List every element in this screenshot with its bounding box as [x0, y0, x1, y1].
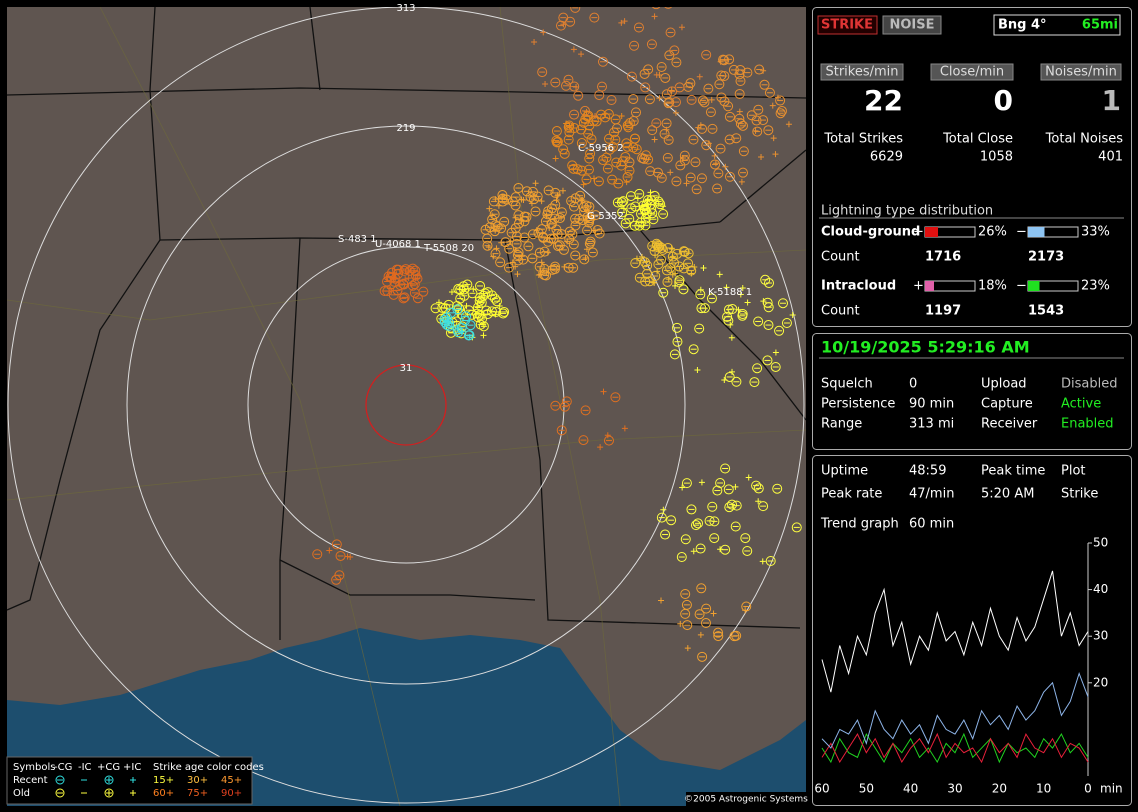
total-value: 6629 — [870, 150, 903, 165]
sign: + — [913, 279, 924, 294]
field-label: Squelch — [821, 377, 873, 392]
cell-label: T-5508 20 — [423, 243, 474, 254]
legend-text: +CG — [97, 762, 120, 773]
map: 313 219 31 C-5956 2 G-5352 S-483 1 U-406… — [7, 0, 808, 806]
total-label: Total Noises — [1045, 132, 1124, 147]
legend-age: 90+ — [221, 788, 242, 799]
count: 2173 — [1028, 250, 1064, 265]
percent: 26% — [978, 225, 1007, 240]
sign: − — [1016, 279, 1027, 294]
rate-value: 1 — [1102, 84, 1121, 117]
total-value: 1058 — [980, 150, 1013, 165]
field-value: Disabled — [1061, 377, 1117, 392]
count: 1543 — [1028, 304, 1064, 319]
strike-button-label[interactable]: STRIKE — [821, 18, 873, 33]
rate-label: Strikes/min — [825, 65, 898, 80]
ring-label: 219 — [396, 123, 415, 134]
bearing: Bng 4° — [998, 18, 1047, 33]
x-tick-label: 10 — [1036, 782, 1051, 796]
x-tick-label: 30 — [947, 782, 962, 796]
count: 1197 — [925, 304, 961, 319]
rate-label: Noises/min — [1045, 65, 1117, 80]
bar-fill — [925, 281, 934, 291]
field-value: 90 min — [909, 397, 954, 412]
legend-text: Recent — [13, 775, 48, 786]
datetime: 10/19/2025 5:29:16 AM — [821, 338, 1030, 357]
rate-label: Close/min — [940, 65, 1004, 80]
cell-label: U-4068 1 — [375, 239, 421, 250]
bar-fill — [1028, 227, 1045, 237]
total-label: Total Close — [942, 132, 1013, 147]
percent: 23% — [1081, 279, 1110, 294]
distribution-title: Lightning type distribution — [821, 204, 993, 219]
ring-label: 31 — [400, 363, 413, 374]
distance: 65mi — [1082, 18, 1118, 33]
sign: − — [1016, 225, 1027, 240]
bar-fill — [1028, 281, 1040, 291]
field-label: Peak time — [981, 464, 1045, 479]
count-label: Count — [821, 250, 860, 265]
total-value: 401 — [1098, 150, 1123, 165]
legend-age: 15+ — [153, 775, 174, 786]
field-value: Active — [1061, 397, 1101, 412]
field-value[interactable]: Strike — [1061, 487, 1098, 502]
count-label: Count — [821, 304, 860, 319]
field-value: 5:20 AM — [981, 487, 1034, 502]
x-unit: min — [1100, 782, 1123, 796]
percent: 18% — [978, 279, 1007, 294]
field-label: Upload — [981, 377, 1027, 392]
field-value: 47/min — [909, 487, 954, 502]
field-value: 60 min — [909, 517, 954, 532]
rate-value: 0 — [994, 84, 1013, 117]
noise-button-label[interactable]: NOISE — [889, 18, 934, 33]
field-value: Enabled — [1061, 417, 1114, 432]
row-name: Cloud-ground — [821, 225, 920, 240]
field-value: 313 mi — [909, 417, 954, 432]
copyright: ©2005 Astrogenic Systems — [684, 795, 808, 805]
legend-text: Old — [13, 788, 30, 799]
y-tick-label: 50 — [1093, 536, 1108, 550]
field-label: Peak rate — [821, 487, 882, 502]
sign: + — [913, 225, 924, 240]
cell-label: S-483 1 — [338, 234, 377, 245]
rate-value: 22 — [864, 84, 903, 117]
x-tick-label: 20 — [992, 782, 1007, 796]
field-label: Persistence — [821, 397, 895, 412]
field-label: Capture — [981, 397, 1033, 412]
y-tick-label: 40 — [1093, 582, 1108, 596]
field-value: 48:59 — [909, 464, 946, 479]
x-tick-label: 50 — [859, 782, 874, 796]
x-tick-label: 0 — [1084, 782, 1092, 796]
legend-text: -CG — [54, 762, 72, 773]
legend-age: 75+ — [187, 788, 208, 799]
legend-text: Symbols — [13, 762, 55, 773]
cell-label: G-5352 — [587, 211, 624, 222]
percent: 33% — [1081, 225, 1110, 240]
legend-age: 60+ — [153, 788, 174, 799]
x-tick-label: 60 — [814, 782, 829, 796]
x-tick-label: 40 — [903, 782, 918, 796]
cell-label: K-5188 1 — [708, 287, 752, 298]
row-name: Intracloud — [821, 279, 896, 294]
legend-text: Strike age color codes — [153, 762, 264, 773]
trend-panel — [813, 456, 1132, 806]
field-label: Receiver — [981, 417, 1038, 432]
ring-label: 313 — [396, 3, 415, 14]
cell-label: C-5956 2 — [578, 143, 624, 154]
count: 1716 — [925, 250, 961, 265]
y-tick-label: 30 — [1093, 629, 1108, 643]
field-label: Trend graph — [820, 517, 899, 532]
legend-text: +IC — [123, 762, 141, 773]
field-label: Plot — [1061, 464, 1086, 479]
field-label: Range — [821, 417, 862, 432]
legend-age: 30+ — [187, 775, 208, 786]
legend-age: 45+ — [221, 775, 242, 786]
total-label: Total Strikes — [823, 132, 903, 147]
field-value: 0 — [909, 377, 917, 392]
y-tick-label: 20 — [1093, 675, 1108, 689]
field-label: Uptime — [821, 464, 868, 479]
legend-text: -IC — [78, 762, 92, 773]
bar-fill — [925, 227, 938, 237]
